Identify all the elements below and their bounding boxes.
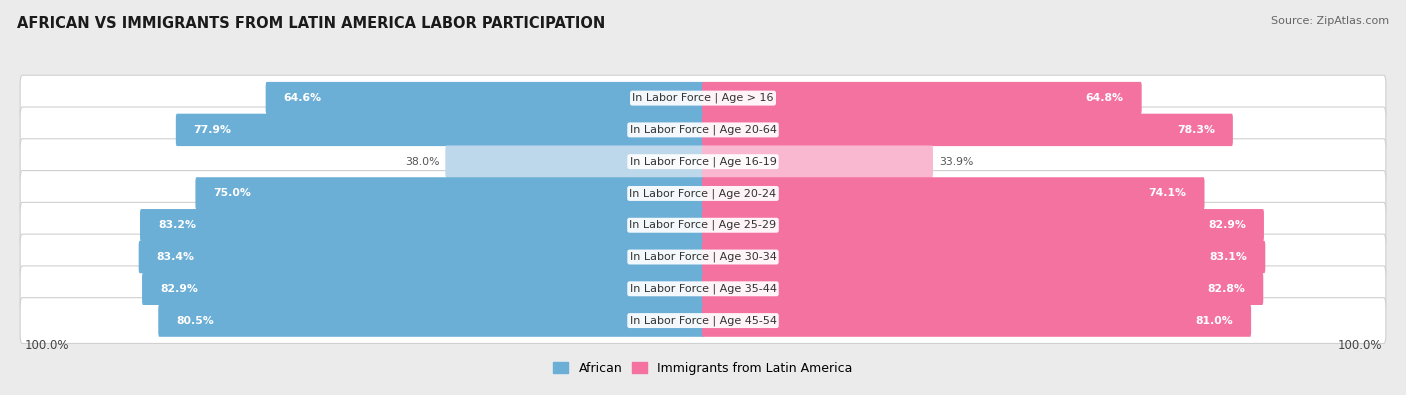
Text: 82.8%: 82.8%: [1208, 284, 1246, 294]
Text: 78.3%: 78.3%: [1177, 125, 1215, 135]
Text: 82.9%: 82.9%: [160, 284, 198, 294]
Text: 83.1%: 83.1%: [1209, 252, 1247, 262]
FancyBboxPatch shape: [20, 139, 1386, 184]
Text: 82.9%: 82.9%: [1208, 220, 1246, 230]
Text: In Labor Force | Age 45-54: In Labor Force | Age 45-54: [630, 315, 776, 326]
FancyBboxPatch shape: [20, 107, 1386, 153]
Text: 33.9%: 33.9%: [939, 157, 973, 167]
Text: In Labor Force | Age > 16: In Labor Force | Age > 16: [633, 93, 773, 103]
FancyBboxPatch shape: [20, 75, 1386, 121]
FancyBboxPatch shape: [141, 209, 704, 241]
Text: In Labor Force | Age 20-64: In Labor Force | Age 20-64: [630, 125, 776, 135]
FancyBboxPatch shape: [20, 298, 1386, 344]
Text: 75.0%: 75.0%: [214, 188, 252, 198]
Text: 100.0%: 100.0%: [1337, 339, 1382, 352]
Text: 80.5%: 80.5%: [176, 316, 214, 325]
FancyBboxPatch shape: [702, 209, 1264, 241]
FancyBboxPatch shape: [142, 273, 704, 305]
FancyBboxPatch shape: [139, 241, 704, 273]
Text: 77.9%: 77.9%: [194, 125, 232, 135]
FancyBboxPatch shape: [702, 177, 1205, 210]
FancyBboxPatch shape: [159, 305, 704, 337]
Text: Source: ZipAtlas.com: Source: ZipAtlas.com: [1271, 16, 1389, 26]
Text: 38.0%: 38.0%: [405, 157, 440, 167]
FancyBboxPatch shape: [702, 305, 1251, 337]
Text: In Labor Force | Age 20-24: In Labor Force | Age 20-24: [630, 188, 776, 199]
FancyBboxPatch shape: [702, 114, 1233, 146]
FancyBboxPatch shape: [20, 171, 1386, 216]
Text: 74.1%: 74.1%: [1149, 188, 1187, 198]
FancyBboxPatch shape: [195, 177, 704, 210]
FancyBboxPatch shape: [20, 202, 1386, 248]
Text: 64.8%: 64.8%: [1085, 93, 1123, 103]
Text: 81.0%: 81.0%: [1195, 316, 1233, 325]
FancyBboxPatch shape: [266, 82, 704, 114]
FancyBboxPatch shape: [176, 114, 704, 146]
Text: In Labor Force | Age 25-29: In Labor Force | Age 25-29: [630, 220, 776, 231]
Text: 83.4%: 83.4%: [156, 252, 194, 262]
FancyBboxPatch shape: [702, 82, 1142, 114]
FancyBboxPatch shape: [446, 145, 704, 178]
Text: 64.6%: 64.6%: [284, 93, 322, 103]
FancyBboxPatch shape: [702, 145, 934, 178]
Text: 100.0%: 100.0%: [24, 339, 69, 352]
Text: In Labor Force | Age 35-44: In Labor Force | Age 35-44: [630, 284, 776, 294]
Text: In Labor Force | Age 30-34: In Labor Force | Age 30-34: [630, 252, 776, 262]
Text: In Labor Force | Age 16-19: In Labor Force | Age 16-19: [630, 156, 776, 167]
FancyBboxPatch shape: [702, 241, 1265, 273]
FancyBboxPatch shape: [20, 266, 1386, 312]
FancyBboxPatch shape: [702, 273, 1263, 305]
FancyBboxPatch shape: [20, 234, 1386, 280]
Text: AFRICAN VS IMMIGRANTS FROM LATIN AMERICA LABOR PARTICIPATION: AFRICAN VS IMMIGRANTS FROM LATIN AMERICA…: [17, 16, 605, 31]
Text: 83.2%: 83.2%: [157, 220, 195, 230]
Legend: African, Immigrants from Latin America: African, Immigrants from Latin America: [548, 357, 858, 380]
